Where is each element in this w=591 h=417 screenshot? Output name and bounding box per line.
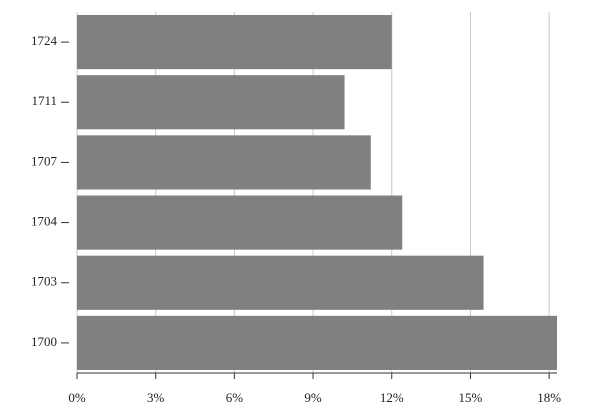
x-tick-label: 6% bbox=[226, 390, 244, 405]
x-tick-label: 15% bbox=[459, 390, 483, 405]
x-tick-label: 12% bbox=[380, 390, 404, 405]
y-tick-label: 1707 bbox=[31, 153, 58, 168]
y-tick-label: 1724 bbox=[31, 33, 58, 48]
x-tick-label: 0% bbox=[68, 390, 86, 405]
bar bbox=[77, 195, 403, 250]
bar bbox=[77, 15, 392, 70]
y-tick-label: 1700 bbox=[31, 334, 57, 349]
x-tick-label: 18% bbox=[537, 390, 561, 405]
y-tick-label: 1711 bbox=[31, 93, 57, 108]
x-tick-label: 9% bbox=[304, 390, 322, 405]
y-tick-label: 1703 bbox=[31, 274, 57, 289]
bar bbox=[77, 135, 371, 190]
x-tick-label: 3% bbox=[147, 390, 165, 405]
y-tick-label: 1704 bbox=[31, 214, 58, 229]
bar bbox=[77, 315, 557, 370]
bar bbox=[77, 75, 345, 130]
bar bbox=[77, 255, 484, 310]
